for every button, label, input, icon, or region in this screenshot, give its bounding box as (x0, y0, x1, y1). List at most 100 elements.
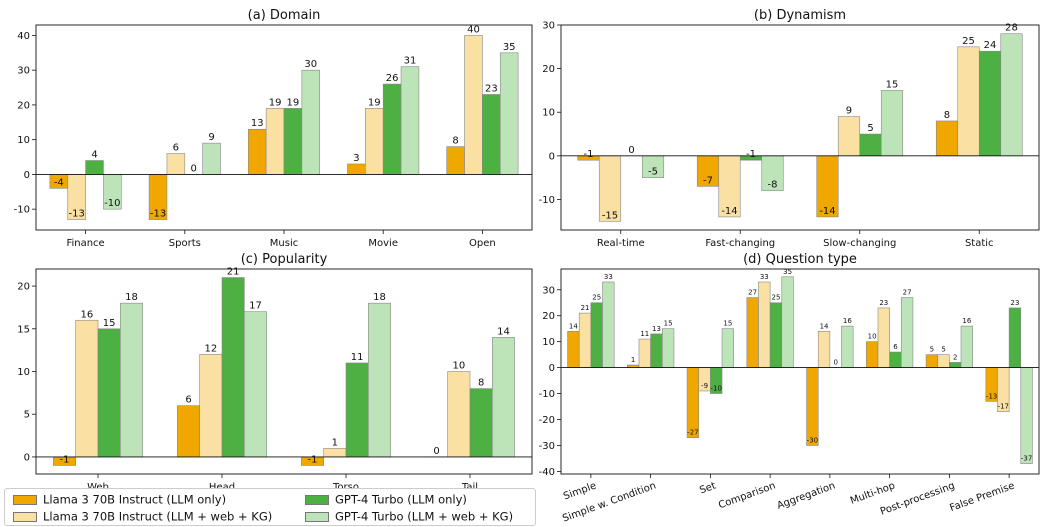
bar (978, 50, 1002, 157)
bar-value-label: 35 (503, 42, 516, 53)
x-tick-label: Finance (66, 238, 104, 249)
bar-value-label: 8 (452, 136, 458, 147)
bar-value-label: 15 (723, 320, 732, 328)
bar (781, 276, 794, 368)
bar (323, 448, 347, 458)
bar (935, 120, 959, 157)
x-tick-label: Web (87, 482, 109, 493)
bar-value-label: 0 (833, 359, 837, 367)
bar-value-label: 1 (631, 356, 635, 364)
bar-value-label: -14 (819, 206, 835, 217)
bar (661, 328, 675, 368)
bar (859, 133, 882, 157)
bar-value-label: -8 (768, 180, 778, 191)
x-tick-label: False Premise (948, 480, 1016, 514)
bar (469, 388, 493, 458)
bar-value-label: 40 (467, 24, 480, 35)
bar-value-label: 15 (664, 320, 673, 328)
bar (347, 163, 366, 175)
bar (446, 146, 465, 175)
legend-item: Llama 3 70B Instruct (LLM + web + KG) (13, 508, 272, 524)
y-tick-label: 15 (17, 324, 30, 335)
bar-value-label: 16 (962, 317, 971, 325)
plot-frame (560, 268, 1040, 475)
bar-value-label: -17 (998, 403, 1009, 411)
y-tick-label: -10 (539, 195, 555, 206)
bar-value-label: 25 (771, 294, 780, 302)
bar-value-label: 21 (227, 267, 240, 278)
bar-value-label: 17 (249, 301, 262, 312)
y-tick-label: 10 (17, 367, 30, 378)
x-tick-label: Slow-changing (823, 238, 896, 249)
bar (265, 108, 285, 175)
y-tick-label: 30 (542, 21, 555, 32)
bar-value-label: 0 (433, 446, 439, 457)
bar (889, 351, 902, 368)
bar (400, 66, 420, 175)
bar (247, 128, 267, 175)
y-tick-label: -20 (539, 415, 555, 426)
legend-item: GPT-4 Turbo (LLM only) (305, 491, 467, 507)
bar-value-label: 15 (886, 79, 899, 90)
y-tick-label: 20 (542, 311, 555, 322)
legend: Llama 3 70B Instruct (LLM only) Llama 3 … (4, 488, 536, 526)
bar (602, 281, 615, 368)
bar-value-label: -10 (710, 385, 721, 393)
bar-value-label: -27 (687, 429, 698, 437)
bar (382, 83, 402, 175)
bar-value-label: 31 (404, 56, 417, 67)
bar (177, 405, 200, 458)
bar (166, 153, 186, 175)
bar-value-label: 26 (386, 73, 399, 84)
bar-value-label: 2 (953, 353, 957, 361)
bar (492, 337, 515, 458)
plot-frame (35, 268, 533, 475)
bar-value-label: 10 (452, 361, 465, 372)
y-tick-label: 20 (17, 100, 30, 111)
bar (244, 311, 267, 458)
bar-value-label: -5 (648, 167, 658, 178)
legend-swatch (13, 494, 37, 505)
bar-value-label: -4 (54, 177, 64, 188)
bar-value-label: 9 (208, 132, 214, 143)
bar (1000, 33, 1023, 157)
bar-value-label: -7 (703, 175, 713, 186)
panel-title: (b) Dynamism (754, 8, 846, 23)
bar (758, 281, 771, 368)
x-tick-label: Movie (368, 238, 398, 249)
bar-value-label: 14 (569, 322, 578, 330)
bar-value-label: 21 (581, 304, 590, 312)
bar-value-label: 4 (91, 150, 97, 161)
bar-value-label: -1 (583, 149, 593, 160)
bar-value-label: 16 (80, 309, 93, 320)
bar-value-label: 5 (867, 123, 873, 134)
panel-title: (a) Domain (248, 8, 321, 23)
y-tick-label: -10 (539, 389, 555, 400)
bar-value-label: 9 (846, 106, 852, 117)
bar-value-label: -9 (701, 382, 708, 390)
legend-label: Llama 3 70B Instruct (LLM + web + KG) (43, 509, 273, 524)
bar (769, 302, 783, 368)
legend-item: GPT-4 Turbo (LLM + web + KG) (305, 508, 513, 524)
bar (925, 354, 939, 368)
bar-value-label: 23 (879, 299, 888, 307)
bar-value-label: 18 (125, 292, 138, 303)
bar-value-label: 6 (893, 343, 898, 351)
bar-value-label: 15 (103, 318, 116, 329)
bar (880, 90, 904, 157)
panel-title: (c) Popularity (241, 252, 328, 267)
legend-label: GPT-4 Turbo (LLM + web + KG) (335, 509, 514, 524)
y-tick-label: 0 (549, 151, 555, 162)
bar-value-label: 14 (497, 326, 510, 337)
bar (957, 46, 980, 157)
bar (877, 307, 890, 368)
y-tick-label: 0 (24, 452, 30, 463)
bar (221, 277, 245, 458)
bar-value-label: -13 (69, 209, 85, 220)
legend-swatch (305, 494, 329, 505)
y-tick-label: 0 (549, 363, 555, 374)
x-tick-label: Set (698, 480, 717, 496)
x-tick-label: Head (209, 482, 235, 493)
bar-value-label: 6 (185, 395, 191, 406)
bar (746, 297, 759, 368)
